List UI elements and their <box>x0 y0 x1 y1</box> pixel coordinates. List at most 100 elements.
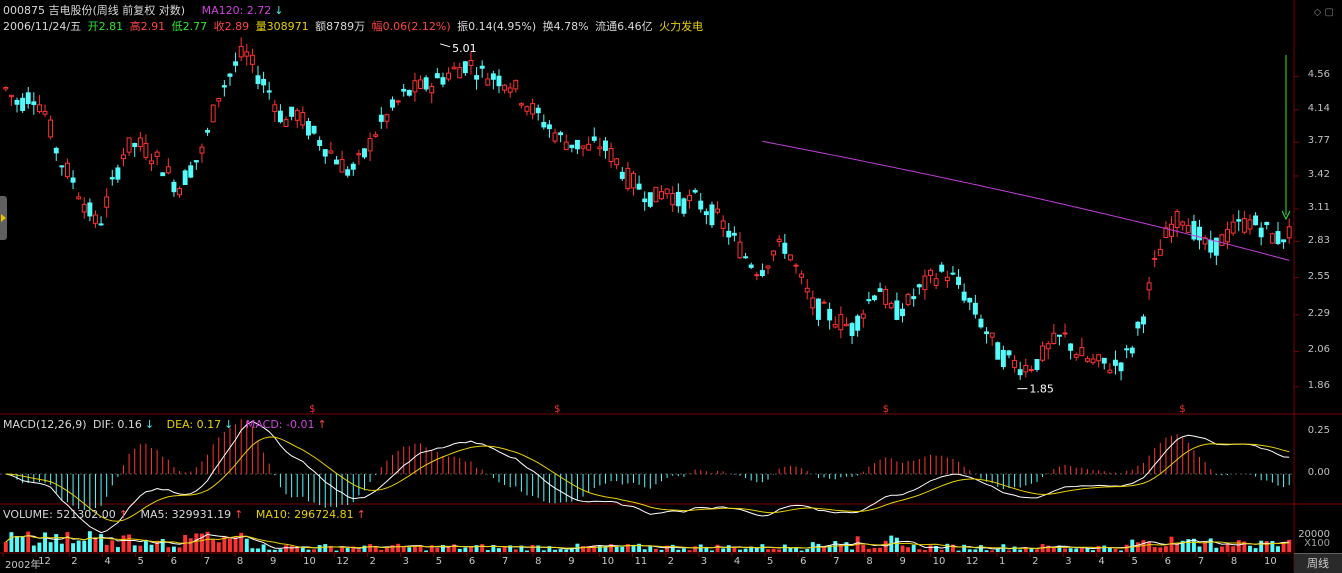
volume-bar <box>171 546 176 552</box>
candle-body <box>961 291 967 301</box>
volume-bar <box>379 549 384 552</box>
volume-bar <box>833 541 838 552</box>
volume-bar <box>513 549 518 552</box>
expand-panel-tab[interactable] <box>0 196 7 240</box>
volume-bar <box>978 545 983 552</box>
candle-body <box>849 323 855 336</box>
candle-body <box>1135 321 1141 329</box>
window-controls[interactable]: ◇ ▢ <box>1313 7 1334 18</box>
volume-bar <box>934 545 939 552</box>
candle-body <box>221 85 227 88</box>
volume-bar <box>59 543 64 552</box>
x-axis-label: 10 <box>601 556 615 567</box>
candle-body <box>1129 347 1135 354</box>
candle-body <box>1113 359 1118 366</box>
candle-body <box>149 160 154 165</box>
price-tick-label: 4.56 <box>1307 69 1330 81</box>
volume-bar <box>1186 539 1191 552</box>
candle-body <box>188 165 194 178</box>
candle-body <box>1152 257 1158 260</box>
volume-bar <box>435 547 440 552</box>
candle-body <box>177 188 182 196</box>
candle-body <box>59 165 65 168</box>
candle-body <box>535 107 541 114</box>
candle-body <box>132 143 138 148</box>
candle-body <box>42 110 48 115</box>
volume-bar <box>788 547 793 552</box>
sector-label[interactable]: 火力发电 <box>659 20 704 33</box>
candle-body <box>227 73 233 77</box>
volume-bar <box>709 550 714 552</box>
candle-body <box>1236 219 1242 222</box>
candle-body <box>1051 332 1057 345</box>
price-tick-label: 4.14 <box>1307 102 1330 114</box>
candle-body <box>737 241 743 259</box>
volume-bar <box>1012 546 1017 552</box>
candle-body <box>776 238 782 243</box>
price-tick-label: 2.29 <box>1307 307 1330 319</box>
volume-bar <box>766 549 770 552</box>
candle-body <box>1180 221 1186 226</box>
volume-unit: X100 <box>1304 538 1330 549</box>
high-annotation-line <box>439 43 451 48</box>
x-axis-label: 6 <box>800 556 807 567</box>
volume-bar <box>469 546 473 552</box>
period-button[interactable]: 周线 <box>1294 553 1342 573</box>
candle-body <box>743 256 749 259</box>
candle-body <box>586 143 592 151</box>
candle-body <box>905 293 911 305</box>
candle-body <box>524 106 530 112</box>
volume-bar <box>26 531 31 552</box>
candle-body <box>378 114 384 122</box>
candle-body <box>1225 228 1231 243</box>
candle-body <box>233 61 239 66</box>
candle-body <box>390 99 395 108</box>
volume-bar <box>642 549 647 552</box>
candle-body <box>1084 358 1090 362</box>
volume-bar <box>1091 550 1096 552</box>
candle-body <box>1107 369 1113 374</box>
x-axis-label: 10 <box>1264 556 1277 567</box>
volume-header: VOLUME: 521302.00 ↑ MA5: 329931.19 ↑ MA10:… <box>3 508 369 522</box>
volume-bar <box>1287 539 1292 552</box>
candle-body <box>496 75 502 87</box>
candle-body <box>1247 219 1253 230</box>
volume-bar <box>816 543 821 552</box>
candle-body <box>877 288 883 292</box>
volume-bar <box>732 546 737 552</box>
candle-body <box>154 151 160 157</box>
turnover-value: 换4.78% <box>542 20 589 33</box>
candle-body <box>972 302 978 315</box>
float-cap-value: 流通6.46亿 <box>595 20 653 33</box>
candle-body <box>866 299 872 302</box>
volume-bar <box>300 546 305 552</box>
volume-bar <box>956 550 961 552</box>
volume-bar <box>922 550 927 552</box>
candle-body <box>765 265 771 269</box>
volume-bar <box>356 549 361 552</box>
candle-body <box>8 94 14 98</box>
volume-bar <box>239 532 244 552</box>
volume-bar <box>497 548 501 552</box>
volume-bar <box>838 545 843 552</box>
volume-bar <box>149 544 154 552</box>
volume-bar <box>1029 548 1034 552</box>
candle-body <box>1163 227 1169 238</box>
volume-bar <box>564 549 569 552</box>
volume-bar <box>726 545 731 552</box>
x-axis-label: 7 <box>501 556 509 567</box>
dea-value: DEA: 0.17 <box>166 418 222 431</box>
candle-body <box>53 147 59 154</box>
price-header-line-1: 000875 吉电股份(周线 前复权 对数) MA120: 2.72 ↓ <box>3 4 287 18</box>
candle-body <box>36 104 42 113</box>
candle-body <box>216 98 222 102</box>
candle-body <box>939 264 945 272</box>
volume-bar <box>166 547 171 552</box>
volume-bar <box>967 549 972 552</box>
candle-body <box>1028 368 1034 371</box>
volume-bar <box>558 549 563 552</box>
volume-bar <box>82 540 87 552</box>
candle-body <box>860 313 866 319</box>
candle-body <box>429 85 435 94</box>
